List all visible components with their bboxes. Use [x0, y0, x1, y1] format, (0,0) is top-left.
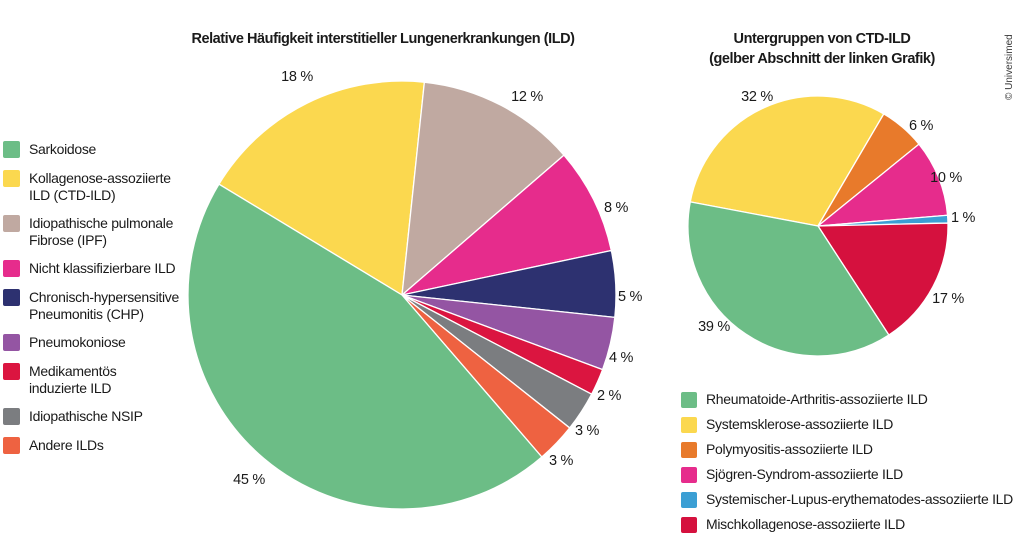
pie-slice	[687, 201, 890, 357]
pie-slice	[401, 81, 565, 296]
legend-item: Rheumatoide-Arthritis-assoziierte ILD	[681, 391, 1021, 408]
pie-slice	[187, 183, 543, 510]
pie-slice	[218, 80, 426, 296]
pie-chart-0	[187, 80, 617, 510]
legend-label: Mischkollagenose-assoziierte ILD	[706, 516, 905, 532]
legend-item: Andere ILDs	[3, 437, 213, 454]
legend-item: Mischkollagenose-assoziierte ILD	[681, 516, 1021, 533]
legend-label: Idiopathische pulmonale Fibrose (IPF)	[29, 215, 174, 248]
pie-slice	[689, 95, 885, 227]
legend-item: Polymyositis-assoziierte ILD	[681, 441, 1021, 458]
legend-label: Kollagenose-assoziierte ILD (CTD-ILD)	[29, 170, 171, 203]
legend-swatch	[681, 442, 697, 458]
legend-swatch	[3, 289, 20, 306]
copyright-credit: © Universimed	[1004, 34, 1015, 100]
legend-label: Chronisch-hypersensitive Pneumonitis (CH…	[29, 289, 179, 322]
legend-swatch	[3, 437, 20, 454]
legend-swatch	[681, 392, 697, 408]
legend-label: Andere ILDs	[29, 437, 104, 453]
legend-swatch	[681, 417, 697, 433]
legend-item: Systemsklerose-assoziierte ILD	[681, 416, 1021, 433]
legend-label: Sarkoidose	[29, 141, 97, 157]
left-chart-title: Relative Häufigkeit interstitieller Lung…	[191, 31, 575, 47]
legend-label: Nicht klassifizierbare ILD	[29, 260, 176, 276]
legend-item: Systemischer-Lupus-erythematodes-assozii…	[681, 491, 1021, 508]
pie-slice	[817, 222, 949, 336]
right-chart-title: Untergruppen von CTD-ILD (gelber Abschni…	[709, 31, 935, 67]
legend-item: Sarkoidose	[3, 141, 213, 158]
pie-chart-1	[687, 95, 949, 357]
legend-label: Medikamentös induzierte ILD	[29, 363, 117, 396]
legend-item: Sjögren-Syndrom-assoziierte ILD	[681, 466, 1021, 483]
legend-swatch	[3, 260, 20, 277]
right-legend: Rheumatoide-Arthritis-assoziierte ILD Sys…	[681, 391, 1021, 541]
legend-swatch	[681, 517, 697, 533]
legend-label: Sjögren-Syndrom-assoziierte ILD	[706, 466, 903, 482]
legend-item: Nicht klassifizierbare ILD	[3, 260, 213, 277]
legend-swatch	[681, 467, 697, 483]
legend-swatch	[3, 334, 20, 351]
legend-item: Kollagenose-assoziierte ILD (CTD-ILD)	[3, 170, 213, 203]
legend-label: Rheumatoide-Arthritis-assoziierte ILD	[706, 391, 928, 407]
legend-item: Medikamentös induzierte ILD	[3, 363, 213, 396]
legend-item: Pneumokoniose	[3, 334, 213, 351]
legend-item: Idiopathische pulmonale Fibrose (IPF)	[3, 215, 213, 248]
legend-label: Systemischer-Lupus-erythematodes-assozii…	[706, 491, 1013, 507]
legend-label: Idiopathische NSIP	[29, 408, 143, 424]
legend-swatch	[681, 492, 697, 508]
legend-label: Systemsklerose-assoziierte ILD	[706, 416, 894, 432]
legend-label: Pneumokoniose	[29, 334, 126, 350]
legend-swatch	[3, 408, 20, 425]
legend-swatch	[3, 363, 20, 380]
legend-item: Chronisch-hypersensitive Pneumonitis (CH…	[3, 289, 213, 322]
left-legend: Sarkoidose Kollagenose-assoziierte ILD (C…	[3, 141, 213, 466]
legend-swatch	[3, 215, 20, 232]
legend-label: Polymyositis-assoziierte ILD	[706, 441, 873, 457]
legend-swatch	[3, 141, 20, 158]
legend-item: Idiopathische NSIP	[3, 408, 213, 425]
pie-slice	[401, 154, 612, 296]
legend-swatch	[3, 170, 20, 187]
pie-slice	[817, 143, 949, 227]
